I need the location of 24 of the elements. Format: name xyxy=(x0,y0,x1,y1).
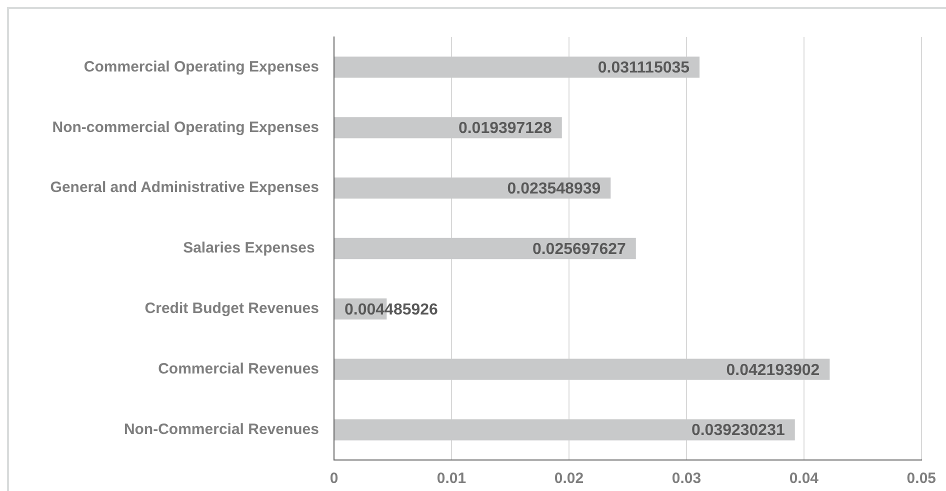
bar xyxy=(334,358,830,380)
data-label: 0.031115035 xyxy=(598,60,690,77)
x-tick-label: 0.01 xyxy=(436,470,466,488)
bar xyxy=(334,56,700,78)
data-label: 0.025697627 xyxy=(532,240,626,258)
x-tick-label: 0.02 xyxy=(554,470,584,488)
y-tick-label: Commercial Revenues xyxy=(158,360,319,378)
x-tick-label: 0.04 xyxy=(789,470,820,488)
y-tick-label: Non-commercial Operating Expenses xyxy=(52,118,319,136)
bar xyxy=(334,238,636,260)
x-tick-label: 0.03 xyxy=(672,470,702,488)
x-tick-label: 0.05 xyxy=(906,470,936,488)
y-tick-label: Non-Commercial Revenues xyxy=(124,420,319,438)
x-tick-label: 0 xyxy=(330,470,338,488)
data-label: 0.039230231 xyxy=(691,422,785,440)
data-label: 0.023548939 xyxy=(507,180,601,198)
data-label: 0.004485926 xyxy=(344,301,438,318)
y-tick-label: Credit Budget Revenues xyxy=(144,300,319,318)
bar xyxy=(334,419,795,440)
y-tick-label: Salaries Expenses xyxy=(183,240,319,257)
y-tick-label: General and Administrative Expenses xyxy=(50,179,319,196)
y-tick-label: Commercial Operating Expenses xyxy=(84,58,319,76)
data-label: 0.042193902 xyxy=(726,362,820,379)
data-label: 0.019397128 xyxy=(458,120,552,138)
